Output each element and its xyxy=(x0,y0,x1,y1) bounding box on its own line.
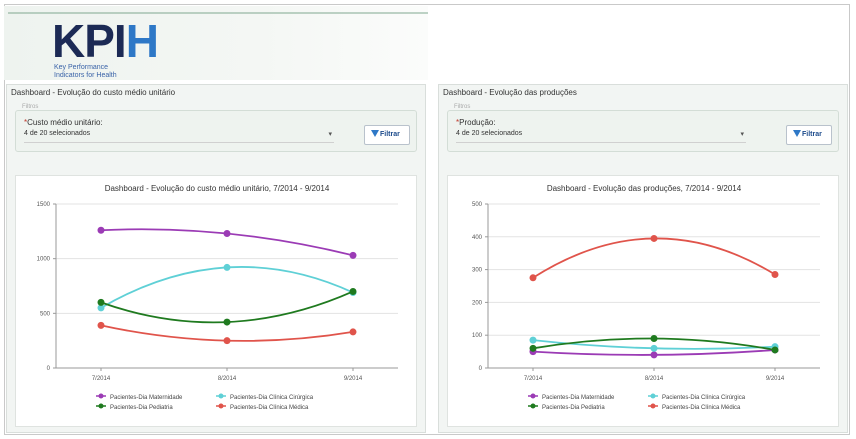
legend-item: Pacientes-Dia Pediatria xyxy=(110,405,173,411)
filter-label: *Custo médio unitário: xyxy=(24,118,103,127)
filter-button[interactable]: Filtrar xyxy=(364,125,410,145)
select-value: 4 de 20 selecionados xyxy=(24,130,91,137)
data-point xyxy=(650,234,658,242)
y-tick-label: 500 xyxy=(472,202,483,208)
panel-custo-medio: Dashboard - Evolução do custo médio unit… xyxy=(6,84,426,433)
panel-title: Dashboard - Evolução do custo médio unit… xyxy=(11,88,176,97)
legend-marker xyxy=(98,403,104,409)
data-point xyxy=(650,334,658,342)
filter-button-label: Filtrar xyxy=(380,131,400,138)
y-tick-label: 300 xyxy=(472,268,483,274)
legend-item: Pacientes-Dia Pediatria xyxy=(542,405,605,411)
x-tick-label: 8/2014 xyxy=(645,376,664,382)
logo-area: KPIH Key Performance Indicators for Heal… xyxy=(4,6,428,80)
data-point xyxy=(223,263,231,271)
logo-subtitle-line1: Key Performance xyxy=(54,64,109,71)
logo-subtitle-line2: Indicators for Health xyxy=(54,72,117,79)
legend-marker xyxy=(650,403,656,409)
filter-label: *Produção: xyxy=(456,118,496,127)
y-tick-label: 100 xyxy=(472,333,483,339)
filter-legend: Filtros xyxy=(22,104,39,110)
x-tick-label: 7/2014 xyxy=(524,376,543,382)
data-point xyxy=(223,318,231,326)
legend-item: Pacientes-Dia Clínica Cirúrgica xyxy=(230,395,314,401)
legend-marker xyxy=(530,403,536,409)
y-tick-label: 200 xyxy=(472,300,483,306)
x-tick-label: 9/2014 xyxy=(344,376,363,382)
funnel-icon xyxy=(371,130,379,137)
y-tick-label: 0 xyxy=(479,366,483,372)
logo-subtitle: Key Performance Indicators for Health xyxy=(54,64,117,80)
logo-accent: H xyxy=(125,15,159,67)
legend-marker xyxy=(650,393,656,399)
data-point xyxy=(650,344,658,352)
data-point xyxy=(223,230,231,238)
chart-title: Dashboard - Evolução do custo médio unit… xyxy=(105,184,330,193)
x-tick-label: 7/2014 xyxy=(92,376,111,382)
y-tick-label: 400 xyxy=(472,235,483,241)
filter-box: Filtros *Produção: 4 de 20 selecionados … xyxy=(447,104,839,152)
chevron-down-icon: ▾ xyxy=(740,131,744,138)
data-point xyxy=(223,337,231,345)
data-point xyxy=(349,251,357,259)
y-tick-label: 0 xyxy=(47,366,51,372)
y-tick-label: 1500 xyxy=(37,202,51,208)
legend-item: Pacientes-Dia Maternidade xyxy=(110,395,183,401)
filter-label-text: Produção: xyxy=(459,118,496,127)
chart-svg: Dashboard - Evolução das produções, 7/20… xyxy=(472,184,820,411)
chevron-down-icon: ▾ xyxy=(328,131,332,138)
data-point xyxy=(97,298,105,306)
data-point xyxy=(771,346,779,354)
data-point xyxy=(97,304,105,312)
chart-title: Dashboard - Evolução das produções, 7/20… xyxy=(547,184,742,193)
data-point xyxy=(97,321,105,329)
legend-item: Pacientes-Dia Clínica Médica xyxy=(662,405,741,411)
filter-box: Filtros *Custo médio unitário: 4 de 20 s… xyxy=(15,104,417,152)
top-divider xyxy=(8,12,428,14)
x-tick-label: 9/2014 xyxy=(766,376,785,382)
chart-svg: Dashboard - Evolução do custo médio unit… xyxy=(37,184,398,411)
data-point xyxy=(771,271,779,279)
data-point xyxy=(529,274,537,282)
legend-marker xyxy=(530,393,536,399)
filter-label-text: Custo médio unitário: xyxy=(27,118,103,127)
funnel-icon xyxy=(793,130,801,137)
legend-item: Pacientes-Dia Maternidade xyxy=(542,395,615,401)
data-point xyxy=(349,287,357,295)
data-point xyxy=(529,344,537,352)
series-line xyxy=(532,237,776,279)
data-point xyxy=(97,226,105,234)
legend-marker xyxy=(218,393,224,399)
legend-item: Pacientes-Dia Clínica Cirúrgica xyxy=(662,395,746,401)
kpih-logo: KPIH xyxy=(52,15,159,67)
producao-select[interactable]: 4 de 20 selecionados ▾ xyxy=(456,130,746,143)
series-line xyxy=(100,290,354,324)
required-marker: * xyxy=(24,118,28,127)
logo-main: KPI xyxy=(52,15,127,67)
filter-legend: Filtros xyxy=(454,104,471,110)
y-tick-label: 1000 xyxy=(37,257,51,263)
legend-marker xyxy=(218,403,224,409)
chart-producoes: Dashboard - Evolução das produções, 7/20… xyxy=(447,175,839,427)
panel-producoes: Dashboard - Evolução das produções Filtr… xyxy=(438,84,848,433)
panel-title: Dashboard - Evolução das produções xyxy=(443,88,577,97)
series-line xyxy=(100,266,354,309)
x-tick-label: 8/2014 xyxy=(218,376,237,382)
custo-select[interactable]: 4 de 20 selecionados ▾ xyxy=(24,130,334,143)
data-point xyxy=(529,336,537,344)
select-value: 4 de 20 selecionados xyxy=(456,130,523,137)
filter-button[interactable]: Filtrar xyxy=(786,125,832,145)
data-point xyxy=(349,328,357,336)
filter-button-label: Filtrar xyxy=(802,131,822,138)
legend-item: Pacientes-Dia Clínica Médica xyxy=(230,405,309,411)
required-marker: * xyxy=(456,118,460,127)
chart-custo-medio: Dashboard - Evolução do custo médio unit… xyxy=(15,175,417,427)
data-point xyxy=(650,351,658,359)
y-tick-label: 500 xyxy=(40,311,51,317)
legend-marker xyxy=(98,393,104,399)
